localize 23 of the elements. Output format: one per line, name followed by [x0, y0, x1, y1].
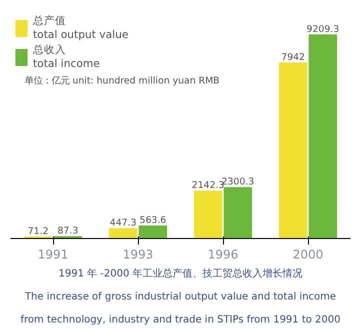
x-tick-label: 1996	[208, 248, 238, 262]
data-label: 87.3	[57, 226, 78, 237]
bar	[194, 190, 222, 238]
bar	[308, 34, 338, 238]
text: 1991 年 -2000 年工业总产值、技工贸总收入增长情况	[58, 268, 303, 280]
data-label: 2142.3	[192, 180, 225, 192]
legend-label: 总产值 total output value	[33, 14, 128, 41]
bar	[108, 228, 138, 238]
bar	[224, 187, 252, 238]
bar	[138, 226, 168, 238]
data-label: 71.2	[28, 226, 49, 237]
x-tick-label: 2000	[292, 248, 324, 262]
x-tick-label: 1993	[122, 248, 154, 262]
legend-label: 总收入 total income	[33, 43, 100, 70]
data-label: 447.3	[110, 218, 137, 229]
data-label: 9209.3	[306, 24, 340, 35]
text: The increase of gross industrial output value and total income	[24, 292, 336, 302]
data-label: 563.6	[140, 215, 166, 226]
annotation: 单位：亿元 unit: hundred million yuan RMB	[24, 76, 220, 86]
x-tick-label: 1991	[38, 248, 68, 262]
data-label: 7942	[281, 52, 306, 63]
bar	[278, 62, 308, 238]
text: from technology, industry and trade in STIPs from 1991 to 2000	[20, 314, 340, 326]
